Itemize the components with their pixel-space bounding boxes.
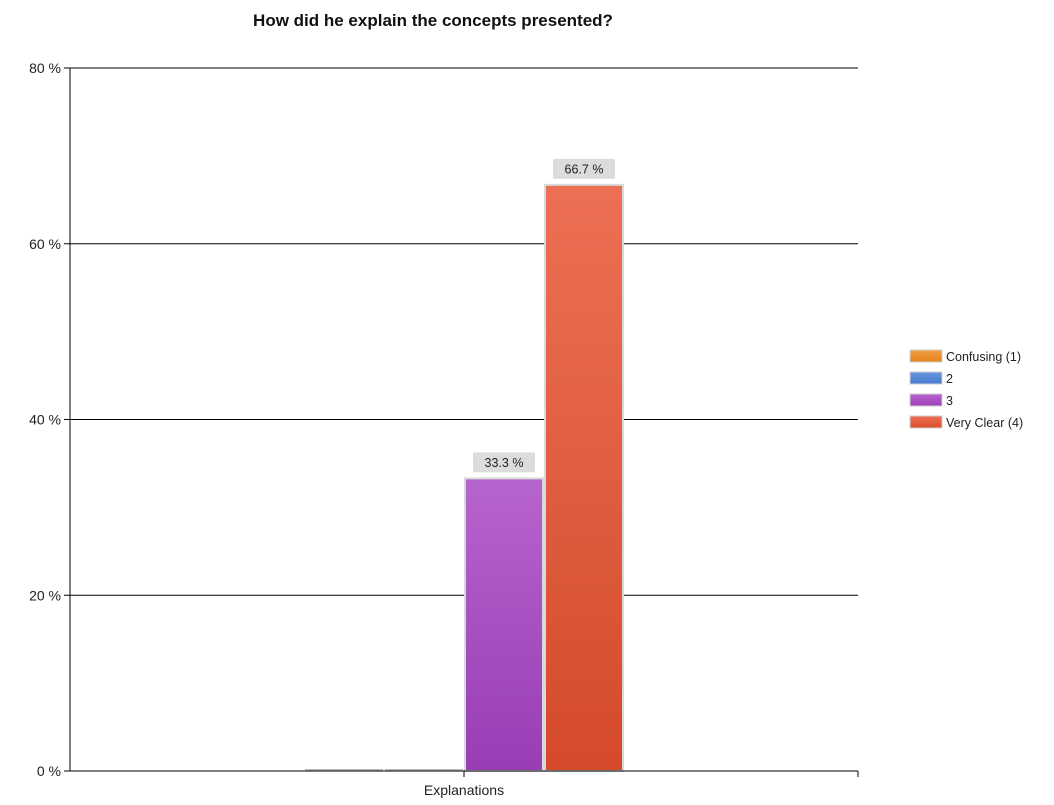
- legend-swatch: [909, 393, 943, 407]
- y-tick-label: 80 %: [29, 60, 61, 76]
- legend-label: Confusing (1): [946, 350, 1021, 364]
- y-tick-label: 20 %: [29, 587, 61, 603]
- chart-title: How did he explain the concepts presente…: [253, 11, 613, 30]
- axes: 0 % 20 % 40 % 60 % 80 % Explanations: [29, 60, 859, 798]
- data-labels: 33.3 % 66.7 %: [473, 158, 615, 473]
- data-label-box: [473, 452, 535, 473]
- data-label: 66.7 %: [565, 162, 604, 176]
- data-label: 33.3 %: [485, 456, 524, 470]
- y-tick-label: 60 %: [29, 236, 61, 252]
- legend-label: 3: [946, 394, 953, 408]
- legend-swatch: [909, 349, 943, 363]
- bars: [305, 183, 624, 772]
- data-label-box: [553, 158, 615, 179]
- y-tick-label: 0 %: [37, 763, 61, 779]
- legend-label: Very Clear (4): [946, 416, 1023, 430]
- legend-label: 2: [946, 372, 953, 386]
- legend: Confusing (1) 2 3 Very Clear (4): [909, 349, 1023, 430]
- bar-3: [464, 477, 544, 772]
- x-tick-label: Explanations: [424, 782, 504, 798]
- legend-swatch: [909, 371, 943, 385]
- bar-very-clear-4: [544, 183, 624, 772]
- y-tick-label: 40 %: [29, 412, 61, 428]
- legend-swatch: [909, 415, 943, 429]
